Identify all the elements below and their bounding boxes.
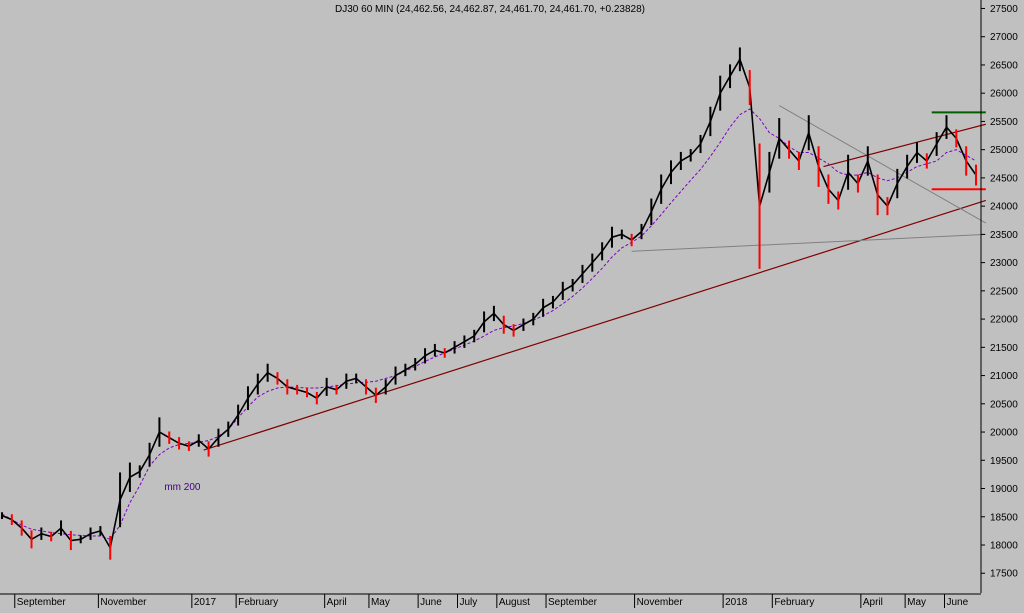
x-tick-label: 2018 (725, 597, 748, 608)
reference-line (778, 105, 987, 224)
y-tick-label: 20000 (990, 428, 1018, 439)
y-tick-label: 21000 (990, 371, 1018, 382)
chart-title: DJ30 60 MIN (24,462.56, 24,462.87, 24,46… (335, 4, 645, 15)
ma-200-label: mm 200 (164, 482, 201, 493)
x-tick-label: February (774, 597, 814, 608)
x-tick-label: June (946, 597, 968, 608)
y-tick-label: 23000 (990, 258, 1018, 269)
x-tick-label: May (907, 597, 926, 608)
price-candles (1, 47, 977, 560)
y-tick-label: 27000 (990, 32, 1018, 43)
y-tick-label: 19000 (990, 484, 1018, 495)
y-tick-label: 25000 (990, 145, 1018, 156)
y-tick-label: 27500 (990, 4, 1018, 15)
y-tick-label: 24500 (990, 173, 1018, 184)
x-tick-label: November (100, 597, 147, 608)
chart-annotations: mm 200 (164, 482, 201, 493)
x-tick-label: August (499, 597, 530, 608)
x-axis: September November 2017 February April May Jun… (0, 593, 981, 608)
x-tick-label: April (327, 597, 347, 608)
y-tick-label: 26000 (990, 89, 1018, 100)
x-tick-label: September (548, 597, 598, 608)
y-axis: 17500 18000 18500 19000 19500 20000 20500 21000… (980, 0, 1018, 593)
x-tick-label: May (371, 597, 390, 608)
price-line (1, 57, 977, 551)
y-tick-label: 18500 (990, 512, 1018, 523)
moving-average-line (1, 108, 977, 540)
trendlines (203, 105, 987, 451)
x-tick-label: February (238, 597, 278, 608)
y-tick-label: 22500 (990, 286, 1018, 297)
reference-line (631, 233, 986, 252)
y-tick-label: 26500 (990, 60, 1018, 71)
x-tick-label: April (863, 597, 883, 608)
x-tick-label: June (420, 597, 442, 608)
trendline (823, 123, 986, 168)
y-tick-label: 24000 (990, 202, 1018, 213)
horizontal-levels (931, 111, 986, 191)
x-tick-label: November (637, 597, 684, 608)
ma-200-line (1, 108, 977, 540)
y-tick-label: 20500 (990, 399, 1018, 410)
y-tick-label: 19500 (990, 456, 1018, 467)
x-tick-label: 2017 (194, 597, 217, 608)
x-tick-label: July (459, 597, 477, 608)
y-tick-label: 21500 (990, 343, 1018, 354)
trendline (203, 199, 987, 451)
y-tick-label: 23500 (990, 230, 1018, 241)
y-tick-label: 22000 (990, 315, 1018, 326)
y-tick-label: 17500 (990, 569, 1018, 580)
y-tick-label: 25500 (990, 117, 1018, 128)
y-tick-label: 18000 (990, 540, 1018, 551)
x-tick-label: September (17, 597, 67, 608)
